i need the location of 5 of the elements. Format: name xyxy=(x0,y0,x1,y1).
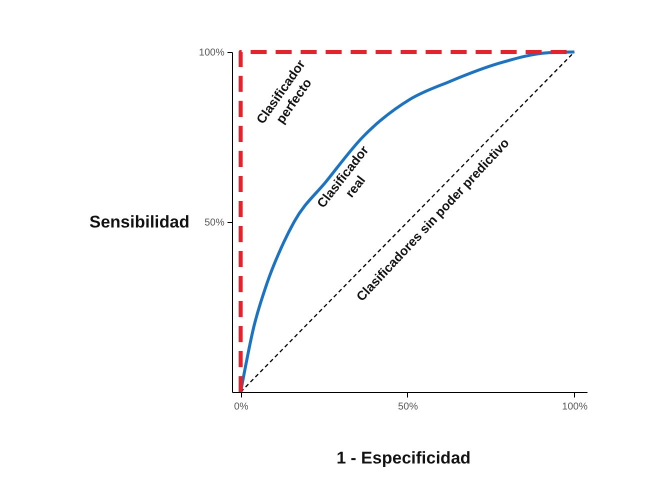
x-axis-title: 1 - Especificidad xyxy=(336,448,471,468)
x-tick-label: 100% xyxy=(562,402,588,412)
y-axis-title: Sensibilidad xyxy=(89,212,190,232)
x-tick-label: 50% xyxy=(398,402,418,412)
x-tick-label: 0% xyxy=(234,402,249,412)
